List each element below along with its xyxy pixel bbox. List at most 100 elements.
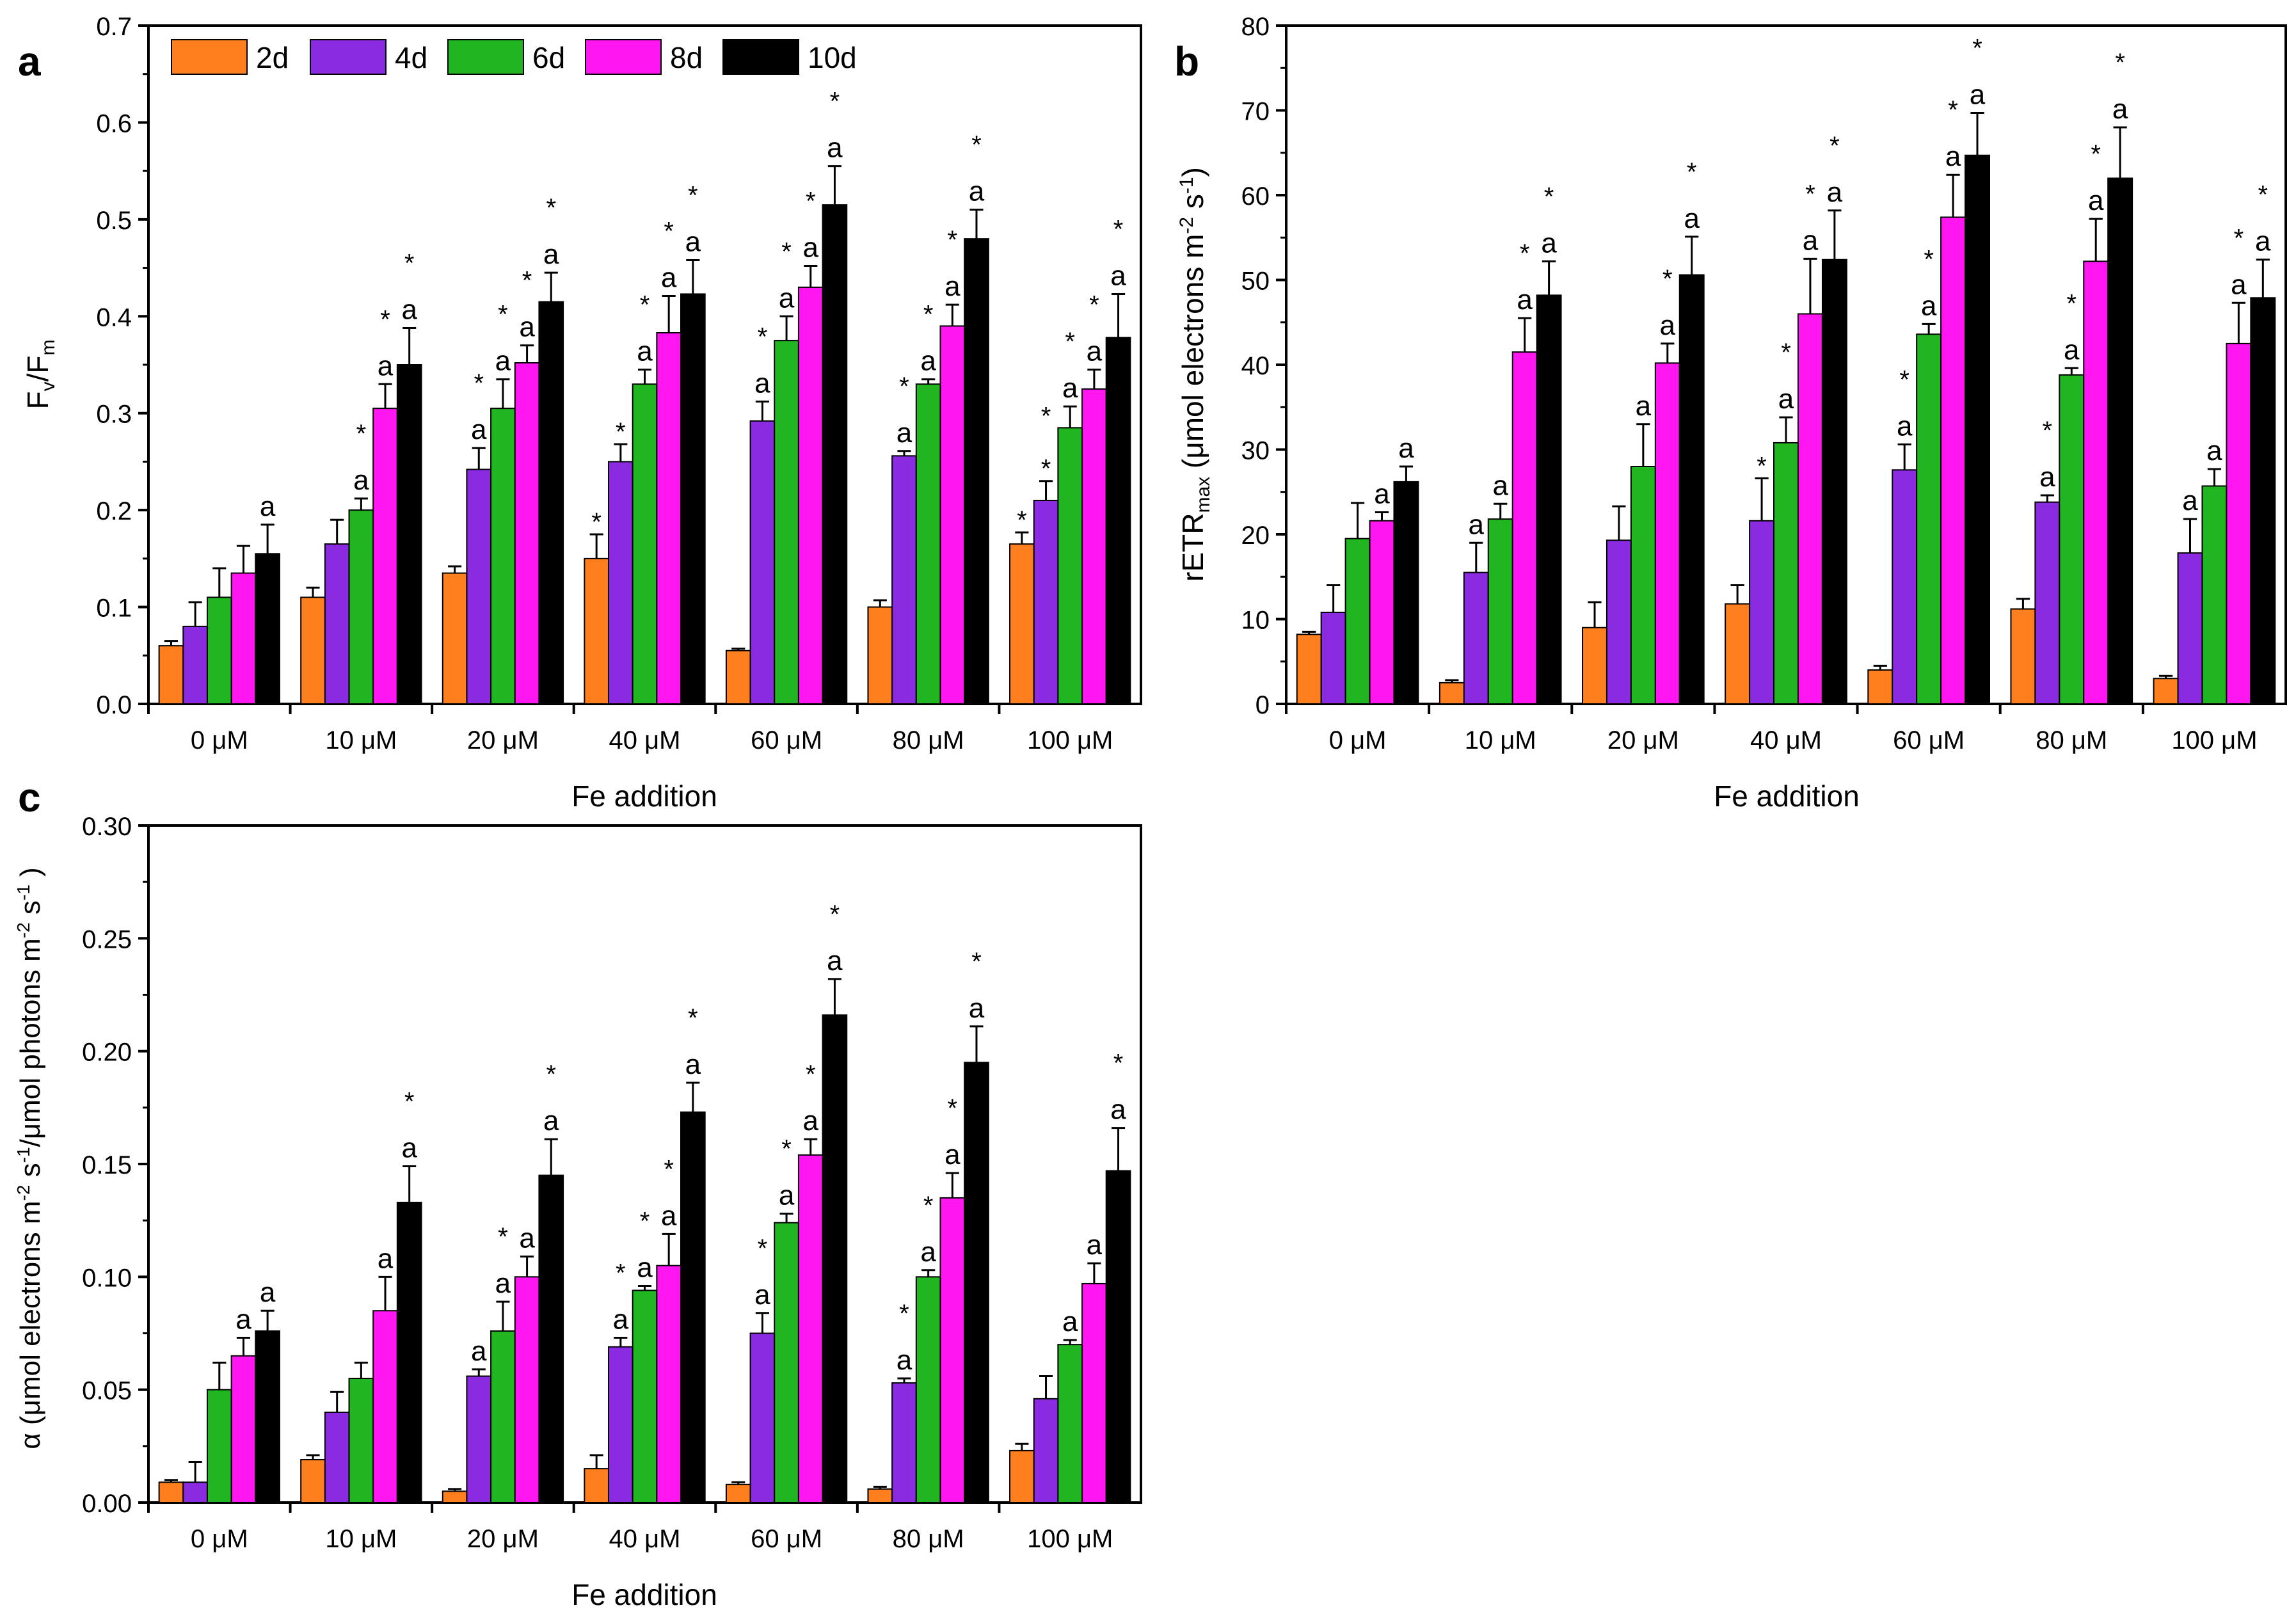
significance-star: *: [971, 131, 982, 159]
significance-star: *: [522, 267, 532, 295]
significance-letter: a: [260, 491, 276, 522]
significance-star: *: [1830, 132, 1840, 160]
bar-10d-6: [1105, 337, 1131, 705]
x-tick-label: 80 μM: [893, 726, 964, 754]
x-tick-label: 60 μM: [1893, 726, 1965, 754]
panel-a-plot: 0.0 0.1 0.2 0.3 0.4 0.5 0.6 0.7 0 μM 10 μM 20 μM 40…: [96, 13, 1142, 754]
significance-letter: a: [802, 232, 818, 264]
significance-letter: a: [235, 1304, 251, 1336]
significance-letter: a: [1660, 310, 1676, 341]
y-tick-label: 0.5: [96, 207, 132, 235]
bar-4d-4: [749, 420, 776, 705]
significance-letter: a: [1374, 479, 1390, 510]
significance-letter: a: [1398, 433, 1414, 464]
significance-letter: a: [495, 1268, 511, 1299]
significance-star: *: [923, 1192, 934, 1220]
bar-2d-3: [1725, 603, 1751, 705]
y-tick-label: 0.1: [96, 594, 132, 623]
bar-10d-0: [255, 553, 280, 705]
bar-2d-4: [725, 650, 751, 705]
bar-8d-1: [372, 408, 398, 705]
significance-letter: a: [401, 1133, 417, 1164]
bar-6d-1: [348, 509, 374, 705]
bar-10d-5: [2107, 177, 2133, 705]
bar-8d-0: [230, 572, 257, 705]
significance-star: *: [806, 187, 816, 216]
significance-star: *: [474, 369, 484, 397]
significance-letter: a: [495, 346, 511, 377]
bar-10d-3: [1821, 259, 1847, 705]
panel-a: a 0.0 0.1 0.2 0.3 0.4 0.5 0.6 0.7 0 μM 10 μM 20 μM…: [18, 13, 1142, 813]
bar-4d-0: [182, 1481, 208, 1504]
significance-letter: a: [613, 1304, 629, 1336]
significance-star: *: [899, 372, 909, 401]
significance-letter: a: [1110, 260, 1126, 291]
bar-8d-0: [230, 1355, 257, 1503]
significance-letter: a: [2064, 334, 2080, 365]
bar-6d-2: [490, 408, 516, 705]
significance-star: *: [664, 217, 674, 245]
bar-2d-1: [300, 1458, 326, 1504]
panel-a-letter: a: [18, 38, 41, 84]
significance-letter: a: [378, 1243, 394, 1274]
significance-letter: a: [637, 1252, 653, 1283]
x-tick-label: 100 μM: [1027, 726, 1113, 754]
significance-letter: a: [661, 1200, 677, 1231]
x-tick-label: 60 μM: [751, 1525, 822, 1553]
significance-letter: a: [945, 271, 961, 302]
significance-star: *: [2091, 140, 2101, 168]
bar-6d-4: [1916, 333, 1942, 705]
x-tick-label: 0 μM: [191, 726, 248, 754]
bar-2d-3: [584, 557, 609, 705]
significance-letter: a: [779, 282, 795, 314]
significance-star: *: [923, 301, 934, 329]
bar-10d-1: [1536, 294, 1562, 705]
significance-star: *: [830, 88, 840, 116]
significance-star: *: [806, 1060, 816, 1089]
x-tick-label: 40 μM: [1750, 726, 1822, 754]
significance-letter: a: [827, 945, 843, 977]
legend-swatch-6d: [447, 39, 524, 75]
significance-letter: a: [2206, 435, 2222, 467]
legend-label-2d: 2d: [256, 41, 289, 74]
legend-swatch-4d: [310, 39, 387, 75]
significance-star: *: [616, 418, 626, 446]
significance-star: *: [1781, 339, 1791, 367]
y-tick-label: 0.6: [96, 109, 132, 138]
bar-8d-3: [656, 332, 682, 705]
significance-star: *: [591, 508, 602, 536]
bar-10d-5: [964, 1062, 989, 1504]
bar-8d-2: [514, 362, 540, 705]
x-tick-label: 40 μM: [609, 1525, 681, 1553]
significance-letter: a: [685, 1049, 701, 1080]
significance-star: *: [1687, 158, 1697, 186]
significance-letter: a: [519, 1223, 535, 1254]
significance-letter: a: [779, 1180, 795, 1211]
significance-letter: a: [1970, 79, 1986, 110]
bar-8d-2: [1654, 362, 1680, 705]
bar-6d-2: [490, 1330, 516, 1504]
bar-6d-6: [2201, 485, 2228, 705]
significance-star: *: [948, 226, 958, 254]
significance-star: *: [899, 1300, 909, 1328]
significance-letter: a: [661, 262, 677, 293]
bar-8d-5: [939, 1197, 966, 1504]
bar-10d-0: [255, 1330, 280, 1504]
bar-6d-5: [915, 1276, 941, 1504]
significance-letter: a: [1492, 470, 1508, 501]
significance-letter: a: [1087, 336, 1103, 367]
x-tick-label: 10 μM: [325, 726, 397, 754]
significance-star: *: [830, 900, 840, 929]
bar-2d-6: [2153, 678, 2179, 705]
bar-4d-0: [1320, 611, 1346, 705]
bar-4d-6: [2177, 552, 2203, 705]
significance-letter: a: [1945, 141, 1961, 172]
panel-c-xlabel: Fe addition: [571, 1578, 717, 1611]
bar-4d-4: [749, 1332, 776, 1503]
significance-star: *: [1041, 403, 1051, 431]
bar-4d-1: [324, 543, 350, 705]
bar-4d-3: [607, 1346, 634, 1503]
y-tick-label: 0: [1256, 691, 1270, 719]
significance-letter: a: [1062, 1306, 1078, 1337]
significance-letter: a: [1684, 203, 1700, 234]
